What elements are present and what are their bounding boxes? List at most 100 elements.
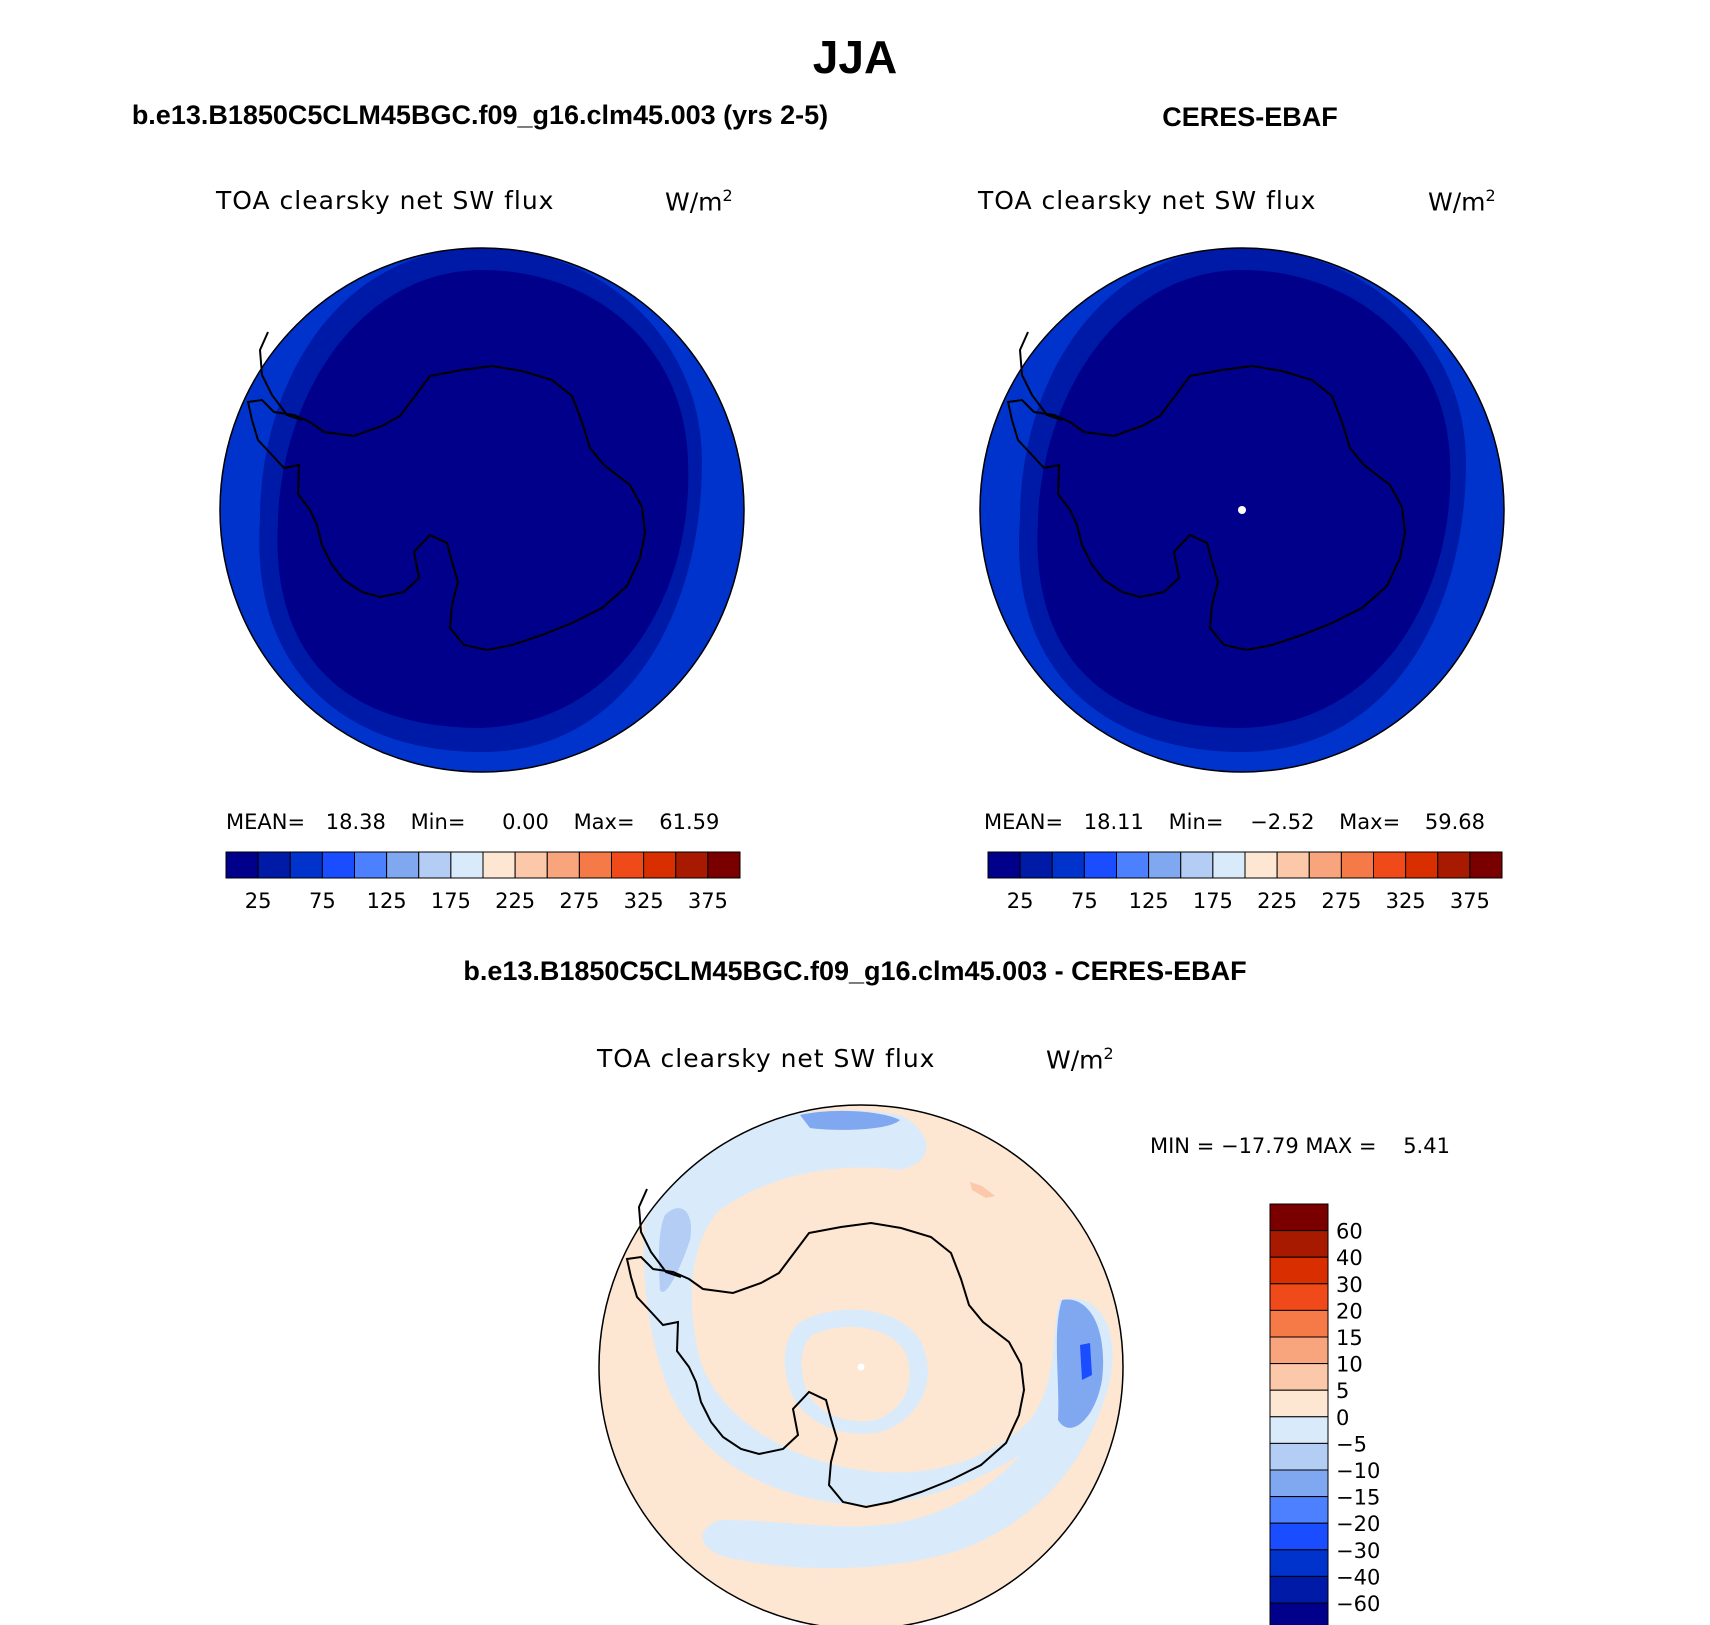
page-title: JJA [812, 31, 898, 83]
colorbar-swatch [289, 851, 323, 879]
diff-units-label: W/m2 [1046, 1044, 1114, 1075]
model-colorbar: 25 75 125 175 225 275 325 375 [225, 851, 741, 913]
colorbar-tick-label: 125 [367, 889, 407, 913]
diff-negative-core-east [1080, 1343, 1092, 1380]
obs-pole-marker [1238, 506, 1246, 514]
colorbar-tick-label: −10 [1336, 1459, 1380, 1483]
min-value: 0.00 [502, 810, 549, 834]
colorbar-tick-label: −20 [1336, 1512, 1380, 1536]
colorbar-swatch [1116, 851, 1150, 879]
colorbar-swatch [1269, 1203, 1329, 1232]
colorbar-swatch [675, 851, 709, 879]
diff-variable-label: TOA clearsky net SW flux [597, 1044, 936, 1073]
colorbar-swatch [1405, 851, 1439, 879]
colorbar-swatch [1051, 851, 1085, 879]
colorbar-tick-label: 75 [309, 889, 336, 913]
model-inner-field [277, 270, 689, 728]
model-variable-label: TOA clearsky net SW flux [216, 186, 555, 215]
colorbar-tick-label: −30 [1336, 1539, 1380, 1563]
model-units-label: W/m2 [665, 186, 733, 217]
colorbar-tick-label: 375 [688, 889, 728, 913]
colorbar-swatch [1269, 1522, 1329, 1551]
min-label: Min= [410, 810, 466, 834]
colorbar-tick-label: 225 [1257, 889, 1297, 913]
colorbar-tick-label: 325 [624, 889, 664, 913]
max-label: Max= [1339, 810, 1401, 834]
colorbar-tick-label: 20 [1336, 1299, 1363, 1323]
colorbar-swatch [1269, 1416, 1329, 1444]
colorbar-tick-label: 175 [1193, 889, 1233, 913]
colorbar-swatch [987, 851, 1021, 879]
colorbar-swatch [257, 851, 291, 879]
colorbar-tick-label: −60 [1336, 1592, 1380, 1616]
mean-value: 18.38 [325, 810, 386, 834]
colorbar-swatch [225, 851, 259, 879]
obs-stats: MEAN= 18.11 Min= −2.52 Max= 59.68 [984, 810, 1485, 834]
colorbar-swatch [1269, 1602, 1329, 1625]
colorbar-swatch [1269, 1283, 1329, 1311]
colorbar-swatch [1180, 851, 1214, 879]
colorbar-tick-label: 375 [1450, 889, 1490, 913]
colorbar-tick-label: 30 [1336, 1273, 1363, 1297]
diff-pole-marker [857, 1363, 865, 1371]
obs-inner-field [1037, 270, 1451, 728]
mean-label: MEAN= [226, 810, 306, 834]
colorbar-tick-label: 275 [1321, 889, 1361, 913]
colorbar-swatch [1269, 1496, 1329, 1524]
diff-panel-title: b.e13.B1850C5CLM45BGC.f09_g16.clm45.003 … [463, 956, 1247, 986]
obs-map [979, 247, 1505, 773]
diff-map-border [598, 1104, 1124, 1625]
diff-map [598, 1104, 1124, 1625]
colorbar-swatch [386, 851, 420, 879]
colorbar-swatch [546, 851, 580, 879]
colorbar-swatch [1269, 1389, 1329, 1418]
colorbar-tick-label: −15 [1336, 1486, 1380, 1510]
colorbar-swatch [321, 851, 355, 879]
colorbar-tick-label: 325 [1386, 889, 1426, 913]
colorbar-swatch [514, 851, 548, 879]
obs-variable-label: TOA clearsky net SW flux [978, 186, 1317, 215]
colorbar-tick-label: 25 [245, 889, 272, 913]
colorbar-tick-label: 40 [1336, 1246, 1363, 1270]
colorbar-tick-label: 10 [1336, 1353, 1363, 1377]
model-map [219, 247, 745, 773]
colorbar-swatch [578, 851, 612, 879]
diff-negative-patch-east [1056, 1299, 1104, 1428]
model-map-border [219, 247, 745, 773]
colorbar-tick-label: 25 [1007, 889, 1034, 913]
diff-minmax: MIN = −17.79 MAX = 5.41 [1150, 1134, 1450, 1158]
diff-negative-patch-north [800, 1110, 900, 1130]
colorbar-tick-label: 125 [1129, 889, 1169, 913]
colorbar-swatch [611, 851, 645, 879]
model-stats: MEAN= 18.38 Min= 0.00 Max= 61.59 [226, 810, 719, 834]
colorbar-tick-label: 275 [559, 889, 599, 913]
diff-positive-core [801, 1326, 910, 1422]
colorbar-tick-label: 225 [495, 889, 535, 913]
colorbar-tick-label: −5 [1336, 1432, 1367, 1456]
colorbar-swatch [1019, 851, 1053, 879]
colorbar-swatch [1276, 851, 1310, 879]
colorbar-swatch [1269, 1230, 1329, 1258]
colorbar-swatch [1269, 1575, 1329, 1604]
colorbar-swatch [1340, 851, 1374, 879]
colorbar-swatch [1269, 1442, 1329, 1471]
obs-panel-title: CERES-EBAF [1162, 102, 1338, 132]
colorbar-swatch [1469, 851, 1503, 879]
colorbar-swatch [1269, 1309, 1329, 1338]
colorbar-swatch [1269, 1469, 1329, 1498]
min-value: −2.52 [1250, 810, 1315, 834]
colorbar-swatch [1148, 851, 1182, 879]
colorbar-tick-label: 60 [1336, 1220, 1363, 1244]
colorbar-swatch [354, 851, 388, 879]
colorbar-swatch [1269, 1336, 1329, 1365]
colorbar-swatch [1244, 851, 1278, 879]
min-label: Min= [1168, 810, 1224, 834]
obs-map-border [979, 247, 1505, 773]
colorbar-swatch [1269, 1363, 1329, 1391]
obs-units-label: W/m2 [1428, 186, 1496, 217]
colorbar-swatch [707, 851, 741, 879]
max-value: 61.59 [659, 810, 720, 834]
colorbar-tick-label: 0 [1336, 1406, 1349, 1430]
